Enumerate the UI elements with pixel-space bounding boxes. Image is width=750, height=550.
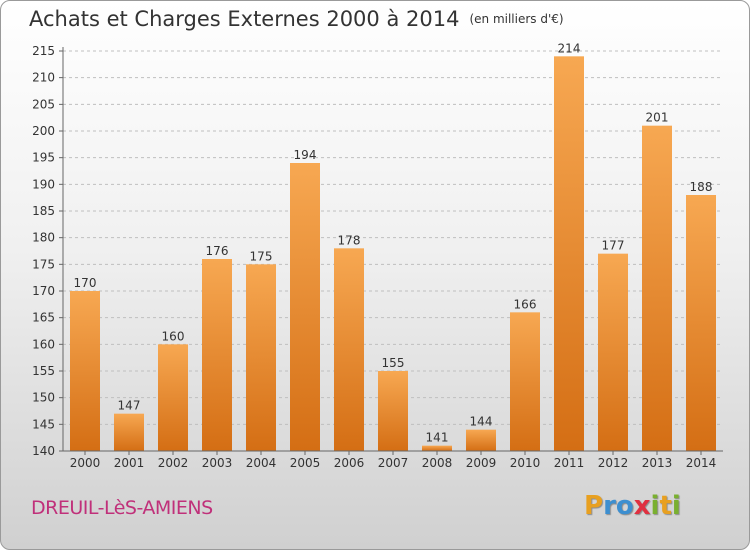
bar-2004 (246, 264, 276, 451)
title-text: Achats et Charges Externes 2000 à 2014 (29, 7, 460, 31)
logo-letter: r (603, 491, 616, 521)
data-label: 160 (162, 329, 185, 343)
data-label: 147 (118, 399, 141, 413)
y-tick-label: 215 (32, 44, 55, 58)
x-tick-label: 2014 (686, 456, 717, 470)
x-tick-label: 2003 (202, 456, 233, 470)
chart-title: Achats et Charges Externes 2000 à 2014 (e… (29, 7, 564, 31)
y-tick-label: 205 (32, 97, 55, 111)
data-label: 175 (250, 249, 273, 263)
data-label: 201 (646, 111, 669, 125)
x-tick-label: 2000 (70, 456, 101, 470)
logo-letter: x (633, 491, 651, 521)
x-tick-label: 2005 (290, 456, 321, 470)
bar-2000 (70, 291, 100, 451)
y-tick-label: 190 (32, 177, 55, 191)
y-tick-label: 175 (32, 257, 55, 271)
proxiti-logo: Proxiti (584, 491, 681, 521)
bar-2005 (290, 163, 320, 451)
x-tick-label: 2007 (378, 456, 409, 470)
y-tick-label: 155 (32, 364, 55, 378)
data-label: 144 (470, 415, 493, 429)
bar-2011 (554, 56, 584, 451)
bar-2001 (114, 413, 144, 451)
x-tick-label: 2004 (246, 456, 277, 470)
x-tick-label: 2001 (114, 456, 145, 470)
y-tick-label: 160 (32, 337, 55, 351)
y-tick-label: 185 (32, 204, 55, 218)
data-label: 176 (206, 244, 229, 258)
x-tick-label: 2002 (158, 456, 189, 470)
bar-2013 (642, 125, 672, 452)
bar-2014 (686, 195, 716, 451)
x-tick-label: 2008 (422, 456, 453, 470)
logo-letter: o (615, 491, 634, 521)
y-tick-label: 170 (32, 284, 55, 298)
x-tick-label: 2011 (554, 456, 585, 470)
y-tick-label: 165 (32, 311, 55, 325)
bar-2006 (334, 248, 364, 451)
logo-letter: P (584, 491, 604, 521)
bar-2012 (598, 253, 628, 451)
x-tick-label: 2006 (334, 456, 365, 470)
x-tick-label: 2012 (598, 456, 629, 470)
y-tick-label: 180 (32, 231, 55, 245)
data-label: 178 (338, 233, 361, 247)
data-label: 194 (294, 148, 317, 162)
y-tick-label: 140 (32, 444, 55, 458)
logo-letter: i (671, 491, 681, 521)
bar-2003 (202, 259, 232, 451)
chart-subtitle: (en milliers d'€) (469, 12, 564, 26)
bar-2009 (466, 429, 496, 451)
x-tick-label: 2010 (510, 456, 541, 470)
bar-2010 (510, 312, 540, 451)
data-label: 170 (74, 276, 97, 290)
data-label: 214 (558, 41, 581, 55)
logo-letter: i (650, 491, 660, 521)
data-label: 166 (514, 297, 537, 311)
y-tick-label: 210 (32, 71, 55, 85)
x-tick-label: 2013 (642, 456, 673, 470)
y-tick-label: 150 (32, 391, 55, 405)
place-name: DREUIL-LèS-AMIENS (31, 497, 213, 519)
y-tick-label: 200 (32, 124, 55, 138)
bar-2007 (378, 371, 408, 451)
data-label: 188 (690, 180, 713, 194)
data-label: 141 (426, 431, 449, 445)
x-tick-label: 2009 (466, 456, 497, 470)
logo-letter: t (659, 491, 672, 521)
data-label: 177 (602, 239, 625, 253)
data-label: 155 (382, 356, 405, 370)
y-tick-label: 195 (32, 151, 55, 165)
bar-2002 (158, 344, 188, 451)
y-tick-label: 145 (32, 417, 55, 431)
bar-2008 (422, 445, 452, 451)
